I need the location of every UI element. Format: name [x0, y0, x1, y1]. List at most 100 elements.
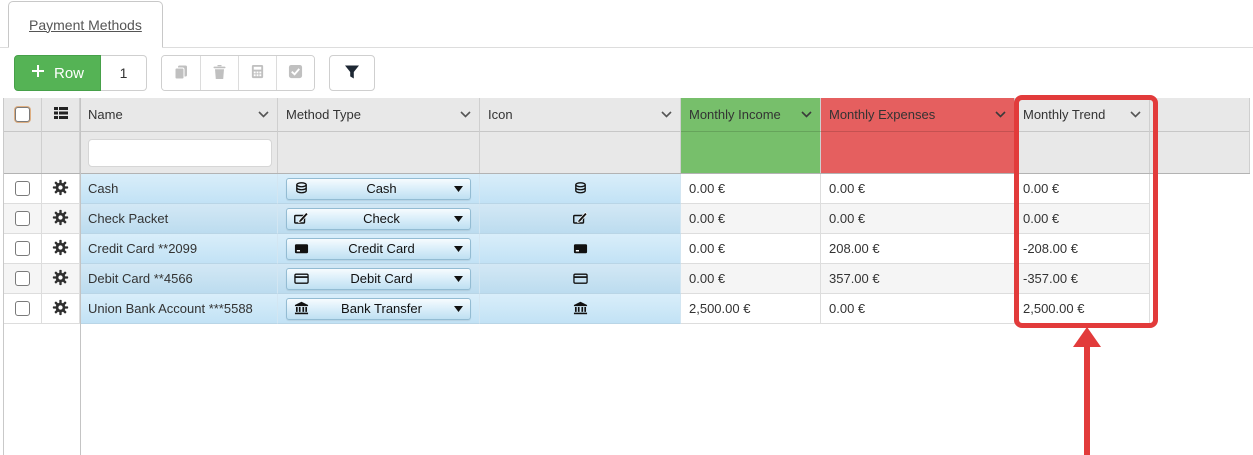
- checkbox-cell: [4, 234, 42, 264]
- icon-cell[interactable]: [480, 204, 681, 234]
- monthly-income-cell[interactable]: 0.00 €: [681, 234, 821, 264]
- monthly-trend-cell: -357.00 €: [1015, 264, 1150, 294]
- name-cell[interactable]: Credit Card **2099: [80, 234, 278, 264]
- method-type-cell: Check: [278, 204, 480, 234]
- icon-cell[interactable]: [480, 174, 681, 204]
- caret-down-icon: [454, 215, 463, 222]
- table-header-row: Name Method Type Icon Monthly Income Mon…: [4, 98, 1250, 132]
- settings-cell: [42, 294, 80, 324]
- row-menu-header-cell[interactable]: [42, 98, 80, 132]
- row-settings-button[interactable]: [52, 299, 69, 319]
- monthly-expenses-cell[interactable]: 0.00 €: [821, 294, 1015, 324]
- row-checkbox[interactable]: [15, 181, 30, 196]
- method-type-dropdown[interactable]: Credit Card: [286, 237, 471, 260]
- column-header-monthly-trend[interactable]: Monthly Trend: [1015, 98, 1150, 132]
- column-header-icon[interactable]: Icon: [480, 98, 681, 132]
- row-checkbox[interactable]: [15, 271, 30, 286]
- trash-icon: [212, 64, 227, 83]
- select-button[interactable]: [276, 56, 315, 90]
- gear-icon: [52, 209, 69, 229]
- bank-icon: [294, 301, 309, 316]
- caret-down-icon: [454, 275, 463, 282]
- icon-cell[interactable]: [480, 264, 681, 294]
- monthly-income-cell[interactable]: 0.00 €: [681, 174, 821, 204]
- monthly-income-cell[interactable]: 2,500.00 €: [681, 294, 821, 324]
- monthly-expenses-cell[interactable]: 357.00 €: [821, 264, 1015, 294]
- chevron-down-icon: [254, 111, 269, 118]
- chevron-down-icon: [1126, 111, 1141, 118]
- name-cell[interactable]: Debit Card **4566: [80, 264, 278, 294]
- calculate-button[interactable]: [238, 56, 277, 90]
- method-type-cell: Debit Card: [278, 264, 480, 294]
- monthly-trend-cell: 0.00 €: [1015, 204, 1150, 234]
- monthly-expenses-filter-cell: [821, 132, 1015, 173]
- header-filler: [1150, 98, 1250, 132]
- gear-icon: [52, 239, 69, 259]
- monthly-expenses-cell[interactable]: 0.00 €: [821, 174, 1015, 204]
- tab-bar: Payment Methods: [0, 0, 1253, 48]
- name-cell[interactable]: Check Packet: [80, 204, 278, 234]
- column-header-name[interactable]: Name: [80, 98, 278, 132]
- row-checkbox[interactable]: [15, 211, 30, 226]
- method-type-cell: Credit Card: [278, 234, 480, 264]
- filter-icon: [344, 64, 360, 83]
- column-header-monthly-income[interactable]: Monthly Income: [681, 98, 821, 132]
- add-row-label: Row: [54, 64, 85, 82]
- method-type-dropdown[interactable]: Debit Card: [286, 267, 471, 290]
- chevron-down-icon: [991, 111, 1006, 118]
- coins-icon: [294, 181, 309, 196]
- method-type-dropdown[interactable]: Bank Transfer: [286, 297, 471, 320]
- monthly-expenses-cell[interactable]: 0.00 €: [821, 204, 1015, 234]
- list-icon: [53, 105, 69, 124]
- row-settings-button[interactable]: [52, 269, 69, 289]
- icon-cell[interactable]: [480, 294, 681, 324]
- name-filter-input[interactable]: [88, 138, 272, 167]
- row-actions-group: [161, 55, 316, 91]
- chevron-down-icon: [797, 111, 812, 118]
- calculator-icon: [250, 64, 265, 82]
- monthly-income-cell[interactable]: 0.00 €: [681, 204, 821, 234]
- row-settings-button[interactable]: [52, 209, 69, 229]
- add-row-button[interactable]: Row: [14, 55, 102, 91]
- monthly-income-filter-cell: [681, 132, 821, 173]
- name-cell[interactable]: Union Bank Account ***5588: [80, 294, 278, 324]
- row-count-input[interactable]: [101, 55, 148, 91]
- filter-button[interactable]: [329, 55, 376, 91]
- column-header-method-type[interactable]: Method Type: [278, 98, 480, 132]
- monthly-trend-cell: -208.00 €: [1015, 234, 1150, 264]
- name-cell[interactable]: Cash: [80, 174, 278, 204]
- duplicate-button[interactable]: [162, 56, 201, 90]
- column-header-monthly-expenses[interactable]: Monthly Expenses: [821, 98, 1015, 132]
- caret-down-icon: [454, 305, 463, 312]
- method-type-dropdown[interactable]: Cash: [286, 177, 471, 200]
- tab-label: Payment Methods: [29, 16, 142, 33]
- plus-icon: [31, 64, 45, 82]
- monthly-income-cell[interactable]: 0.00 €: [681, 264, 821, 294]
- row-checkbox[interactable]: [15, 241, 30, 256]
- settings-cell: [42, 204, 80, 234]
- delete-button[interactable]: [200, 56, 239, 90]
- row-settings-button[interactable]: [52, 179, 69, 199]
- checkbox-cell: [4, 204, 42, 234]
- icon-cell[interactable]: [480, 234, 681, 264]
- select-all-checkbox[interactable]: [15, 107, 30, 122]
- row-settings-button[interactable]: [52, 239, 69, 259]
- table-body: Cash Cash 0.00 € 0.00 € 0.00 € Check Pac…: [4, 174, 1250, 324]
- debit-card-icon: [572, 271, 588, 286]
- checkbox-cell: [4, 264, 42, 294]
- credit-card-icon: [294, 241, 309, 256]
- tab-payment-methods[interactable]: Payment Methods: [8, 1, 163, 48]
- monthly-trend-cell: 0.00 €: [1015, 174, 1150, 204]
- table-row: Union Bank Account ***5588 Bank Transfer…: [4, 294, 1250, 324]
- monthly-trend-cell: 2,500.00 €: [1015, 294, 1150, 324]
- checkbox-cell: [4, 174, 42, 204]
- copy-icon: [173, 64, 189, 83]
- method-type-dropdown[interactable]: Check: [286, 207, 471, 230]
- add-row-group: Row: [14, 55, 148, 91]
- row-checkbox[interactable]: [15, 301, 30, 316]
- method-type-cell: Cash: [278, 174, 480, 204]
- monthly-expenses-cell[interactable]: 208.00 €: [821, 234, 1015, 264]
- credit-card-icon: [573, 241, 588, 256]
- toolbar: Row: [0, 48, 1253, 98]
